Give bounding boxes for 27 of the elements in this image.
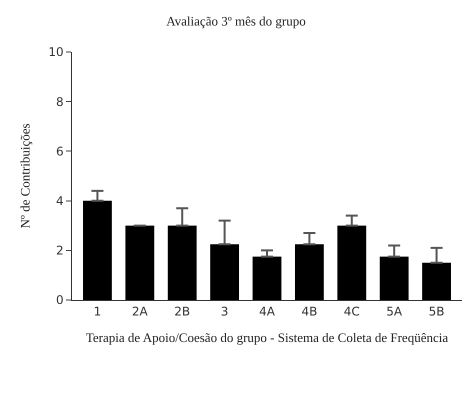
x-axis-title: Terapia de Apoio/Coesão do grupo - Sistema de Coleta de Freqüência xyxy=(86,330,448,345)
y-tick-label: 0 xyxy=(56,293,64,308)
x-tick-label: 2B xyxy=(174,304,190,318)
x-tick-label: 4C xyxy=(344,304,360,318)
bar xyxy=(83,200,112,300)
x-tick-label: 4B xyxy=(301,304,318,318)
y-axis-title: Nº de Contribuições xyxy=(17,123,32,229)
y-tick-label: 2 xyxy=(56,244,64,258)
x-tick-label: 1 xyxy=(94,304,102,318)
y-tick-label: 10 xyxy=(48,45,64,60)
x-tick-label: 2A xyxy=(132,304,149,318)
bar xyxy=(380,256,409,300)
bar xyxy=(252,256,282,300)
y-tick-label: 8 xyxy=(56,94,64,109)
bar xyxy=(422,262,451,300)
y-tick-label: 4 xyxy=(56,194,64,208)
x-tick-label: 4A xyxy=(259,304,276,318)
y-tick-label: 6 xyxy=(56,144,64,158)
bar xyxy=(294,244,324,300)
x-tick-label: 3 xyxy=(220,304,228,318)
x-tick-label: 5A xyxy=(386,304,403,318)
x-tick-label: 5B xyxy=(428,304,445,318)
bar xyxy=(168,226,197,300)
bar xyxy=(125,226,154,300)
bar xyxy=(337,226,366,300)
chart-title: Avaliação 3º mês do grupo xyxy=(166,13,306,28)
bar xyxy=(210,244,240,300)
